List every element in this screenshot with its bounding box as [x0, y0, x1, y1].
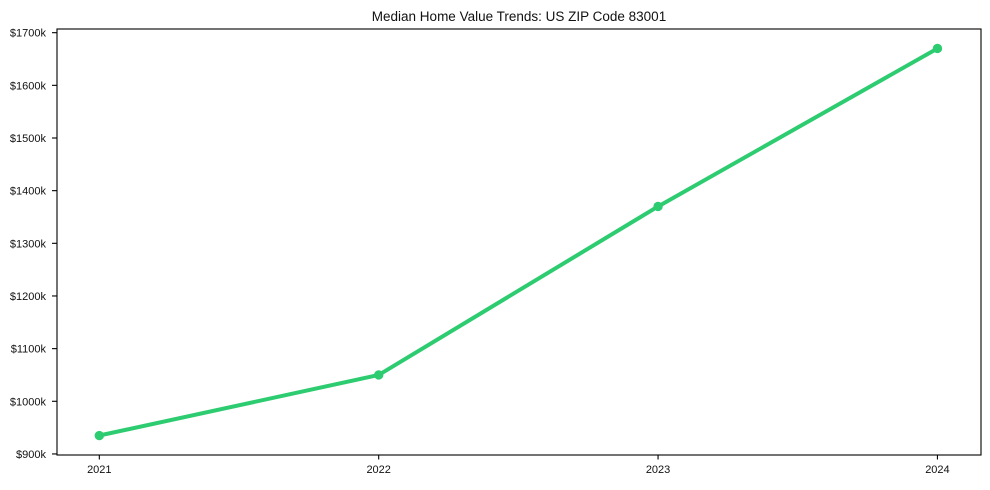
- data-point-marker: [653, 201, 663, 212]
- y-tick-label: $1100k: [11, 344, 47, 356]
- x-tick-label: 2023: [646, 464, 670, 476]
- data-point-marker: [932, 43, 943, 54]
- trend-line: [97, 46, 940, 438]
- x-tick-label: 2021: [87, 464, 111, 476]
- x-tick-label: 2022: [366, 464, 390, 476]
- y-axis: $900k $1000k $1100k $1200k $1300k $1400k $1500…: [10, 28, 57, 461]
- y-tick-label: $1000k: [10, 396, 47, 408]
- y-tick-label: $1500k: [10, 133, 47, 145]
- y-tick-label: $1600k: [10, 80, 47, 92]
- y-tick-label: $1700k: [10, 28, 47, 40]
- y-tick-label: $900k: [16, 449, 46, 461]
- series-line-group: [94, 43, 943, 441]
- y-tick-label: $1200k: [10, 291, 47, 303]
- x-axis: 2021 2022 2023 2024: [87, 455, 950, 476]
- data-point-marker: [94, 430, 105, 441]
- chart-title: Median Home Value Trends: US ZIP Code 83…: [372, 9, 666, 24]
- y-tick-label: $1400k: [10, 186, 47, 198]
- data-point-marker: [373, 370, 384, 380]
- y-tick-label: $1300k: [10, 238, 47, 250]
- x-tick-label: 2024: [925, 464, 949, 476]
- plot-border: [56, 28, 982, 456]
